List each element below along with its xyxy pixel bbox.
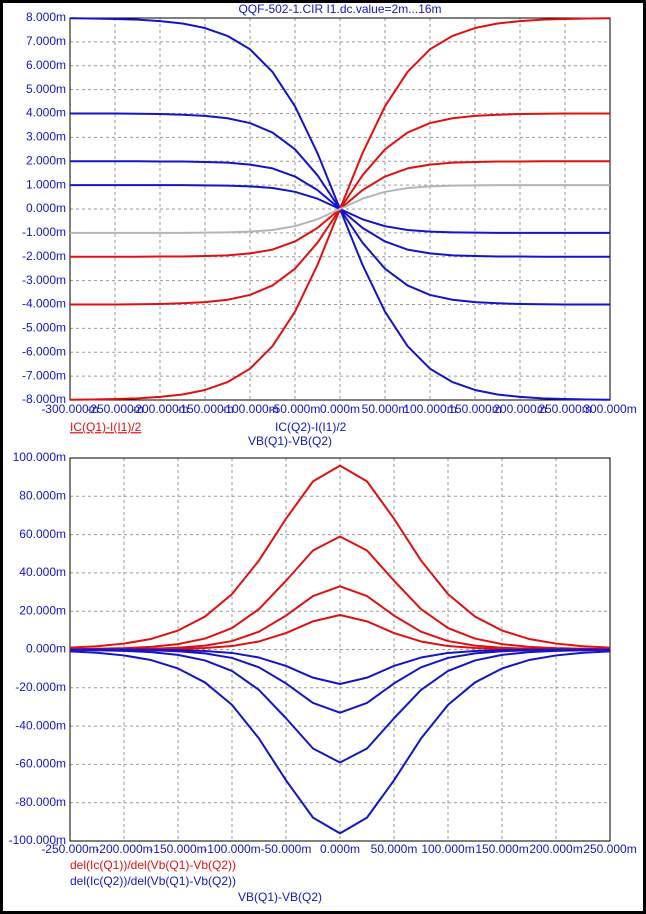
x-tick-label: 200.000m bbox=[493, 402, 546, 416]
x-axis-label: VB(Q1)-VB(Q2) bbox=[238, 890, 322, 904]
y-tick-label: 80.000m bbox=[19, 488, 66, 502]
legend-entry: del(Ic(Q2))/del(Vb(Q1)-Vb(Q2)) bbox=[70, 874, 236, 888]
x-tick-label: 150.000m bbox=[448, 402, 501, 416]
series-line bbox=[69, 648, 611, 764]
y-tick-label: 40.000m bbox=[19, 565, 66, 579]
series-line bbox=[69, 464, 611, 649]
series-line bbox=[70, 184, 610, 234]
y-tick-label: -3.000m bbox=[22, 273, 66, 287]
x-tick-label: -50.000m bbox=[270, 402, 321, 416]
x-tick-label: 250.000m bbox=[583, 842, 636, 856]
y-tick-label: 3.000m bbox=[26, 130, 66, 144]
x-tick-label: -250.000m bbox=[86, 402, 143, 416]
x-tick-label: 200.000m bbox=[529, 842, 582, 856]
y-tick-label: 100.000m bbox=[13, 450, 66, 464]
y-tick-label: -20.000m bbox=[15, 680, 66, 694]
y-tick-label: -8.000m bbox=[22, 392, 66, 406]
y-tick-label: -5.000m bbox=[22, 321, 66, 335]
x-tick-label: 100.000m bbox=[421, 842, 474, 856]
series-line bbox=[70, 648, 610, 685]
series-line bbox=[69, 650, 611, 835]
y-tick-label: 20.000m bbox=[19, 603, 66, 617]
x-tick-label: 250.000m bbox=[538, 402, 591, 416]
y-tick-label: 4.000m bbox=[26, 106, 66, 120]
x-tick-label: -150.000m bbox=[149, 842, 206, 856]
x-tick-label: -100.000m bbox=[221, 402, 278, 416]
y-tick-label: 0.000m bbox=[26, 642, 66, 656]
y-tick-label: 6.000m bbox=[26, 58, 66, 72]
x-tick-label: -200.000m bbox=[95, 842, 152, 856]
x-tick-label: 300.000m bbox=[583, 402, 636, 416]
x-axis-label: VB(Q1)-VB(Q2) bbox=[248, 434, 332, 448]
y-tick-label: -4.000m bbox=[22, 297, 66, 311]
x-tick-label: -150.000m bbox=[176, 402, 233, 416]
x-tick-label: 150.000m bbox=[475, 842, 528, 856]
x-tick-label: -200.000m bbox=[131, 402, 188, 416]
y-tick-label: -100.000m bbox=[9, 833, 66, 847]
y-tick-label: -1.000m bbox=[22, 225, 66, 239]
y-tick-label: -2.000m bbox=[22, 249, 66, 263]
x-tick-label: -100.000m bbox=[203, 842, 260, 856]
y-tick-label: 8.000m bbox=[26, 10, 66, 24]
y-tick-label: 1.000m bbox=[26, 177, 66, 191]
x-tick-label: -300.000m bbox=[41, 402, 98, 416]
y-tick-label: 5.000m bbox=[26, 82, 66, 96]
x-tick-label: 50.000m bbox=[371, 842, 418, 856]
series-line bbox=[69, 535, 611, 651]
x-tick-label: -50.000m bbox=[261, 842, 312, 856]
y-tick-label: -60.000m bbox=[15, 757, 66, 771]
x-tick-label: 50.000m bbox=[362, 402, 409, 416]
x-tick-label: 0.000m bbox=[320, 842, 360, 856]
legend-entry: IC(Q1)-I(I1)/2 bbox=[70, 420, 142, 434]
legend-entry: IC(Q2)-I(I1)/2 bbox=[275, 420, 347, 434]
x-tick-label: -250.000m bbox=[41, 842, 98, 856]
y-tick-label: -7.000m bbox=[22, 368, 66, 382]
y-tick-label: -6.000m bbox=[22, 344, 66, 358]
y-tick-label: 7.000m bbox=[26, 34, 66, 48]
y-tick-label: 2.000m bbox=[26, 153, 66, 167]
y-tick-label: -40.000m bbox=[15, 718, 66, 732]
y-tick-label: 0.000m bbox=[26, 201, 66, 215]
y-tick-label: -80.000m bbox=[15, 795, 66, 809]
plot-frame bbox=[69, 17, 611, 401]
panel bbox=[3, 3, 643, 911]
legend-entry: del(Ic(Q1))/del(Vb(Q1)-Vb(Q2)) bbox=[70, 858, 236, 872]
x-tick-label: 100.000m bbox=[403, 402, 456, 416]
chart-title: QQF-502-1.CIR I1.dc.value=2m...16m bbox=[238, 2, 441, 16]
y-tick-label: 60.000m bbox=[19, 527, 66, 541]
x-tick-label: 0.000m bbox=[320, 402, 360, 416]
